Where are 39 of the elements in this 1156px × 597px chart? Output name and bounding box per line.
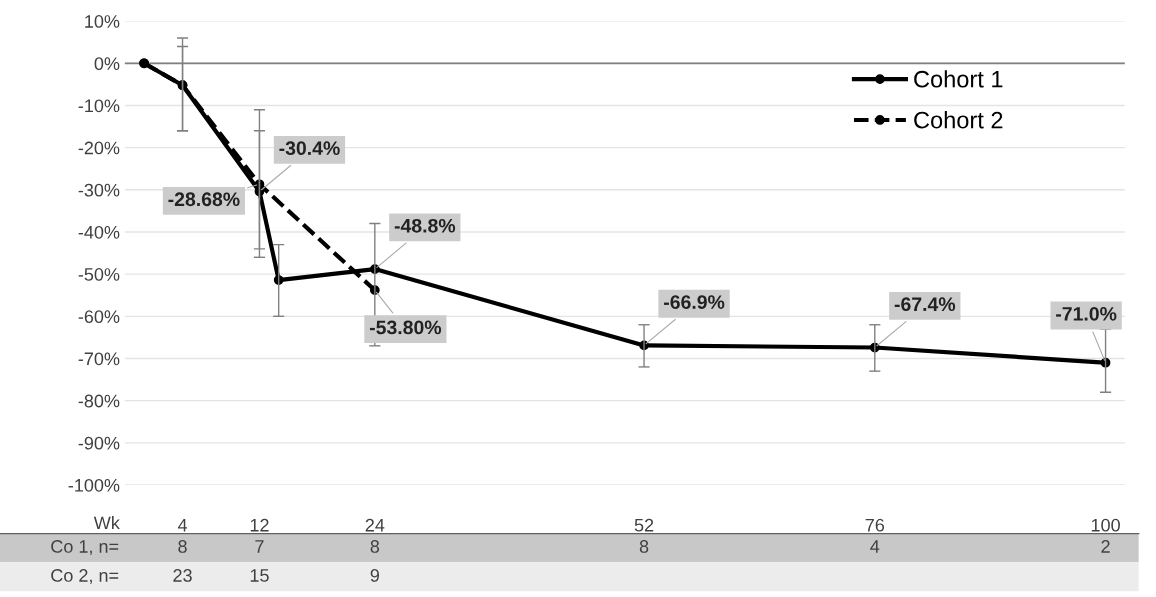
x-tick-label: 100 [1091,518,1120,532]
text: 23 [173,569,192,582]
data-label: -67.4% [894,297,956,312]
text: 8 [639,540,649,553]
y-tick-label: -50% [78,268,120,281]
text: 8 [178,540,187,553]
x-tick-label: 24 [365,518,385,532]
y-tick-label: -20% [78,141,120,155]
text: 8 [370,540,380,553]
y-tick-label: 10% [85,15,120,28]
x-tick-label: 76 [865,518,885,532]
data-label: -48.8% [394,218,456,233]
text: 9 [370,569,379,582]
data-label: -30.4% [279,141,340,156]
y-tick-label: -80% [78,394,120,408]
legend-label: Cohort 1 [914,70,1003,88]
y-tick-label: -40% [78,225,120,239]
x-axis-title: Wk [93,516,120,530]
y-tick-label: -70% [78,352,120,366]
data-label: -28.68% [168,192,240,207]
x-tick-label: 12 [250,518,269,532]
y-tick-label: 0% [94,57,120,71]
legend-label: Cohort 2 [914,111,1003,129]
y-tick-label: -90% [78,436,120,450]
x-tick-label: 4 [177,519,188,532]
text: 2 [1101,540,1110,553]
y-tick-label: -100% [68,478,120,492]
y-tick-label: -60% [78,310,120,324]
y-tick-label: -10% [78,99,120,113]
text: 7 [255,540,264,553]
x-tick-label: 52 [634,518,654,532]
text: Co 1, n= [51,540,119,555]
text: 4 [870,540,880,553]
data-label: -66.9% [664,295,725,309]
data-label: -53.80% [369,320,442,335]
data-label: -71.0% [1056,306,1117,321]
text: Co 2, n= [51,569,119,584]
y-tick-label: -30% [78,183,120,197]
text: 15 [250,569,269,582]
